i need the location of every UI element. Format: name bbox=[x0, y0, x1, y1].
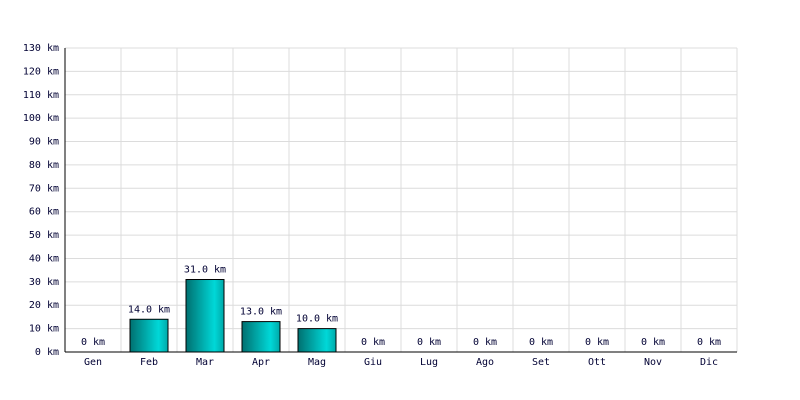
data-label: 31.0 km bbox=[184, 265, 226, 276]
bar bbox=[297, 328, 337, 353]
x-tick-label: Dic bbox=[700, 357, 718, 368]
data-label: 10.0 km bbox=[296, 314, 338, 325]
x-tick-label: Feb bbox=[140, 357, 158, 368]
data-label: 0 km bbox=[697, 337, 721, 348]
data-label: 0 km bbox=[417, 337, 441, 348]
y-tick-label: 50 km bbox=[29, 230, 59, 241]
y-tick-label: 20 km bbox=[29, 300, 59, 311]
y-tick-label: 80 km bbox=[29, 160, 59, 171]
data-label: 13.0 km bbox=[240, 307, 282, 318]
x-tick-label: Mag bbox=[308, 357, 326, 368]
x-tick-label: Mar bbox=[196, 357, 214, 368]
x-tick-label: Ago bbox=[476, 357, 494, 368]
y-tick-label: 10 km bbox=[29, 324, 59, 335]
y-tick-label: 30 km bbox=[29, 277, 59, 288]
y-tick-label: 100 km bbox=[23, 113, 59, 124]
x-tick-label: Apr bbox=[252, 357, 270, 368]
data-label: 14.0 km bbox=[128, 304, 170, 315]
x-tick-label: Ott bbox=[588, 357, 606, 368]
bar bbox=[241, 321, 281, 353]
y-tick-label: 40 km bbox=[29, 253, 59, 264]
y-tick-label: 90 km bbox=[29, 137, 59, 148]
y-tick-label: 70 km bbox=[29, 183, 59, 194]
data-label: 0 km bbox=[473, 337, 497, 348]
y-tick-label: 130 km bbox=[23, 43, 59, 54]
bar bbox=[185, 279, 225, 353]
x-tick-label: Nov bbox=[644, 357, 662, 368]
data-label: 0 km bbox=[81, 337, 105, 348]
data-label: 0 km bbox=[585, 337, 609, 348]
x-tick-label: Giu bbox=[364, 357, 382, 368]
data-label: 0 km bbox=[641, 337, 665, 348]
x-tick-label: Gen bbox=[84, 357, 102, 368]
x-tick-label: Set bbox=[532, 357, 550, 368]
data-label: 0 km bbox=[529, 337, 553, 348]
data-label: 0 km bbox=[361, 337, 385, 348]
y-tick-label: 0 km bbox=[35, 347, 59, 358]
y-tick-label: 110 km bbox=[23, 90, 59, 101]
x-tick-label: Lug bbox=[420, 357, 438, 368]
y-tick-label: 60 km bbox=[29, 207, 59, 218]
y-tick-label: 120 km bbox=[23, 66, 59, 77]
bar bbox=[129, 318, 169, 353]
